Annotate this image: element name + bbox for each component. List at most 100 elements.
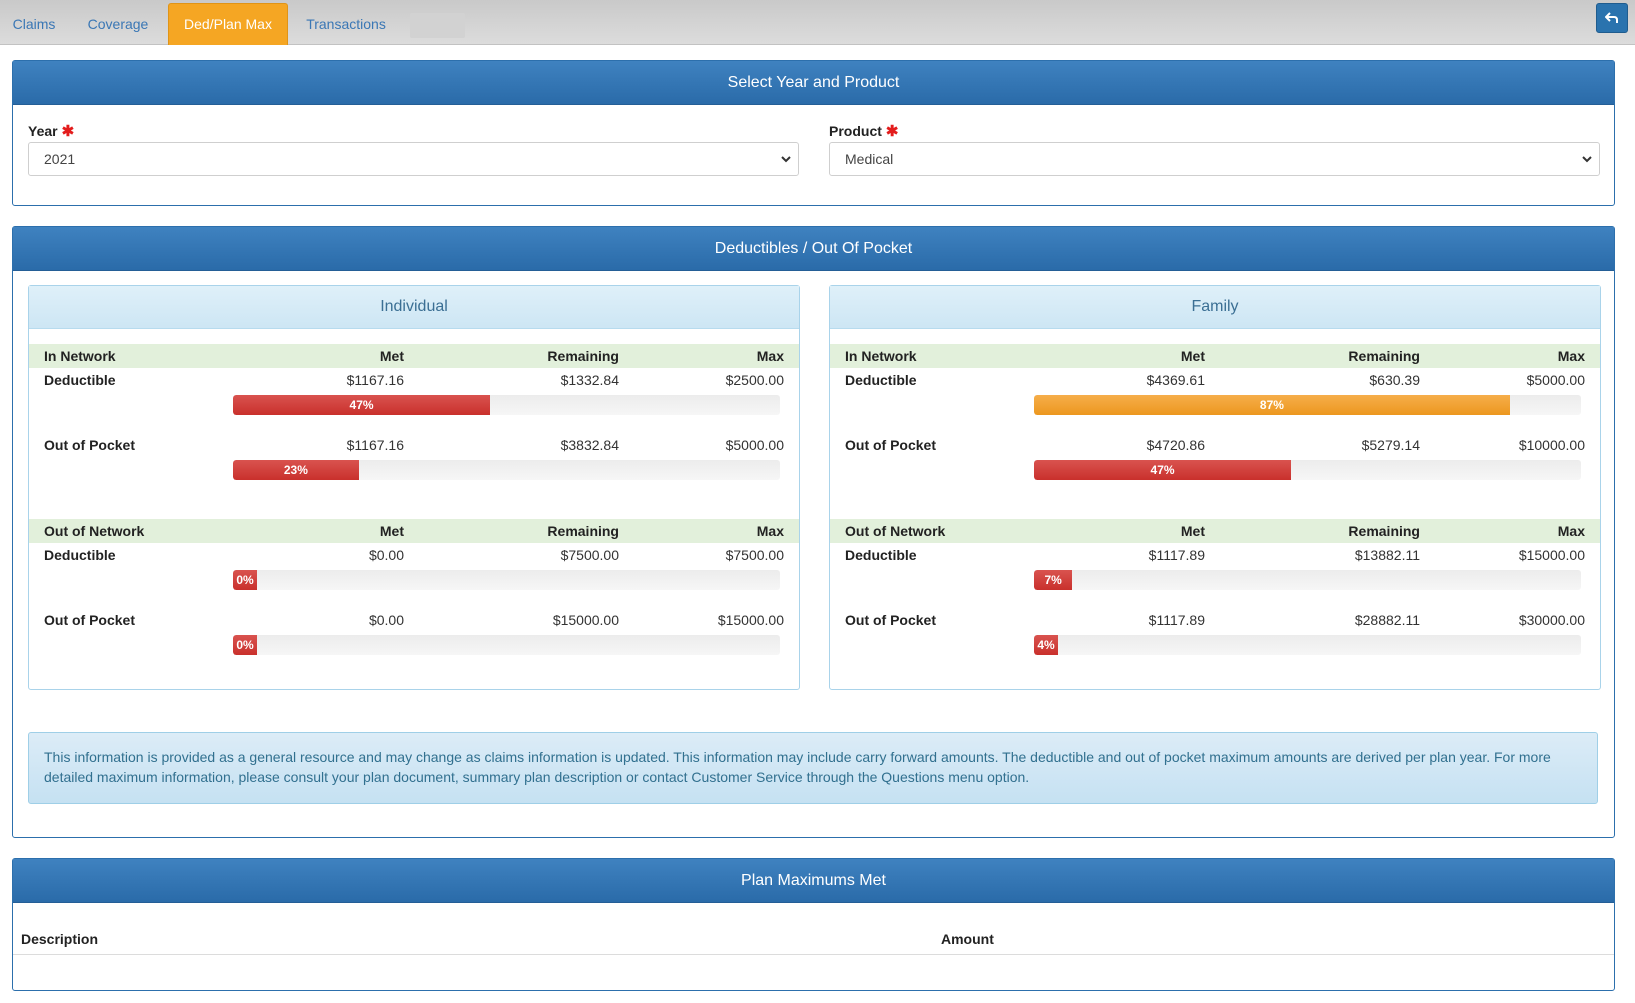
col-met: Met	[1180, 523, 1205, 539]
info-alert: This information is provided as a genera…	[28, 732, 1598, 804]
row-label: Deductible	[44, 547, 116, 563]
met-value: $1167.16	[346, 372, 404, 388]
met-value: $1117.89	[1148, 547, 1205, 563]
remaining-value: $28882.11	[1354, 612, 1420, 628]
remaining-value: $13882.11	[1354, 547, 1420, 563]
col-amount: Amount	[941, 931, 994, 947]
met-value: $0.00	[368, 612, 404, 628]
group-label: In Network	[845, 348, 917, 364]
max-value: $30000.00	[1518, 612, 1585, 628]
col-max: Max	[1557, 348, 1585, 364]
year-select-value: 2021	[44, 151, 76, 167]
row-label: Deductible	[845, 372, 917, 388]
tab-transactions[interactable]: Transactions	[306, 16, 386, 32]
col-max: Max	[1557, 523, 1585, 539]
col-remaining: Remaining	[547, 523, 619, 539]
year-label: Year ✱	[28, 122, 74, 140]
progress-fill: 47%	[1034, 460, 1292, 480]
progress-bar: 7%	[1034, 570, 1581, 590]
in-network-header: In Network Met Remaining Max	[29, 344, 799, 368]
met-value: $4369.61	[1146, 372, 1205, 388]
max-value: $10000.00	[1518, 437, 1585, 453]
row-label: Out of Pocket	[44, 437, 136, 453]
back-arrow-icon	[1605, 12, 1618, 23]
product-select-value: Medical	[845, 151, 894, 167]
chevron-down-icon	[1582, 156, 1592, 163]
deductibles-panel: Deductibles / Out Of Pocket Individual I…	[12, 226, 1615, 838]
panel-title: Select Year and Product	[13, 61, 1614, 105]
max-value: $2500.00	[725, 372, 784, 388]
row-label: Deductible	[845, 547, 917, 563]
col-max: Max	[756, 348, 784, 364]
group-label: Out of Network	[44, 523, 145, 539]
row-label: Out of Pocket	[44, 612, 136, 628]
tab-placeholder	[410, 13, 465, 38]
max-value: $15000.00	[717, 612, 784, 628]
met-value: $1117.89	[1148, 612, 1205, 628]
remaining-value: $5279.14	[1361, 437, 1420, 453]
family-panel: Family In Network Met Remaining Max Dedu…	[829, 285, 1601, 690]
tab-bar: Claims Coverage Ded/Plan Max Transaction…	[0, 0, 1635, 45]
col-met: Met	[379, 523, 404, 539]
progress-bar: 47%	[1034, 460, 1581, 480]
progress-bar: 47%	[233, 395, 780, 415]
progress-fill: 87%	[1034, 395, 1510, 415]
met-value: $0.00	[368, 547, 404, 563]
progress-fill: 47%	[233, 395, 491, 415]
progress-bar: 23%	[233, 460, 780, 480]
progress-bar: 0%	[233, 570, 780, 590]
chevron-down-icon	[781, 156, 791, 163]
select-year-product-panel: Select Year and Product Year ✱ 2021 Produ…	[12, 60, 1615, 206]
tab-coverage[interactable]: Coverage	[87, 16, 149, 32]
max-value: $5000.00	[725, 437, 784, 453]
remaining-value: $15000.00	[552, 612, 619, 628]
max-value: $5000.00	[1526, 372, 1585, 388]
panel-title: Plan Maximums Met	[13, 859, 1614, 903]
out-network-header: Out of Network Met Remaining Max	[830, 519, 1600, 543]
col-remaining: Remaining	[547, 348, 619, 364]
progress-bar: 4%	[1034, 635, 1581, 655]
progress-fill: 23%	[233, 460, 359, 480]
col-remaining: Remaining	[1348, 348, 1420, 364]
family-title: Family	[830, 286, 1600, 329]
product-select[interactable]: Medical	[829, 142, 1600, 176]
max-value: $15000.00	[1518, 547, 1585, 563]
progress-bar: 0%	[233, 635, 780, 655]
col-description: Description	[21, 931, 99, 947]
col-max: Max	[756, 523, 784, 539]
plan-maximums-panel: Plan Maximums Met Description Amount	[12, 858, 1615, 991]
in-network-header: In Network Met Remaining Max	[830, 344, 1600, 368]
progress-fill: 0%	[233, 635, 257, 655]
col-met: Met	[379, 348, 404, 364]
back-button[interactable]	[1596, 3, 1628, 33]
product-label: Product ✱	[829, 122, 898, 140]
max-value: $7500.00	[725, 547, 784, 563]
tab-ded-plan-max[interactable]: Ded/Plan Max	[168, 3, 288, 45]
year-select[interactable]: 2021	[28, 142, 799, 176]
col-met: Met	[1180, 348, 1205, 364]
remaining-value: $7500.00	[560, 547, 619, 563]
required-asterisk-icon: ✱	[885, 123, 899, 140]
tab-claims[interactable]: Claims	[12, 16, 56, 32]
remaining-value: $1332.84	[560, 372, 619, 388]
out-network-header: Out of Network Met Remaining Max	[29, 519, 799, 543]
row-label: Out of Pocket	[845, 612, 937, 628]
group-label: In Network	[44, 348, 116, 364]
table-header-divider	[13, 954, 1614, 955]
col-remaining: Remaining	[1348, 523, 1420, 539]
met-value: $1167.16	[346, 437, 404, 453]
panel-title: Deductibles / Out Of Pocket	[13, 227, 1614, 271]
met-value: $4720.86	[1146, 437, 1205, 453]
row-label: Deductible	[44, 372, 116, 388]
progress-bar: 87%	[1034, 395, 1581, 415]
remaining-value: $630.39	[1369, 372, 1420, 388]
group-label: Out of Network	[845, 523, 946, 539]
progress-fill: 7%	[1034, 570, 1073, 590]
required-asterisk-icon: ✱	[61, 123, 75, 140]
progress-fill: 0%	[233, 570, 257, 590]
individual-panel: Individual In Network Met Remaining Max …	[28, 285, 800, 690]
row-label: Out of Pocket	[845, 437, 937, 453]
year-label-text: Year	[28, 123, 58, 139]
individual-title: Individual	[29, 286, 799, 329]
progress-fill: 4%	[1034, 635, 1058, 655]
